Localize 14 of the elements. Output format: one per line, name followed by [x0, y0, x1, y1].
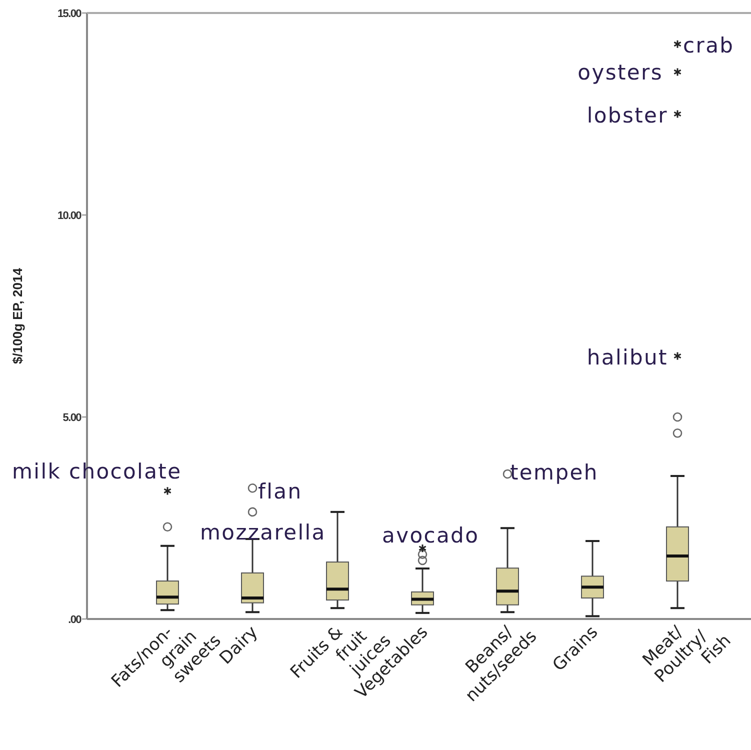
annotation: mozzarella — [200, 520, 326, 544]
annotation: avocado — [382, 523, 480, 548]
y-tick-label: 15.00 — [57, 8, 82, 20]
y-tick-label: 5.00 — [62, 412, 82, 424]
annotation: tempeh — [510, 460, 598, 484]
y-tick-label: 10.00 — [57, 210, 82, 222]
y-tick-label: .00 — [68, 614, 82, 626]
annotation: milk chocolate — [12, 459, 182, 484]
y-axis-title: $/100g EP, 2014 — [10, 267, 25, 364]
annotation: oysters — [578, 60, 663, 84]
annotation: crab — [683, 33, 734, 58]
annotation: halibut — [586, 345, 668, 370]
annotation: flan — [258, 479, 302, 504]
annotation: lobster — [586, 103, 668, 128]
